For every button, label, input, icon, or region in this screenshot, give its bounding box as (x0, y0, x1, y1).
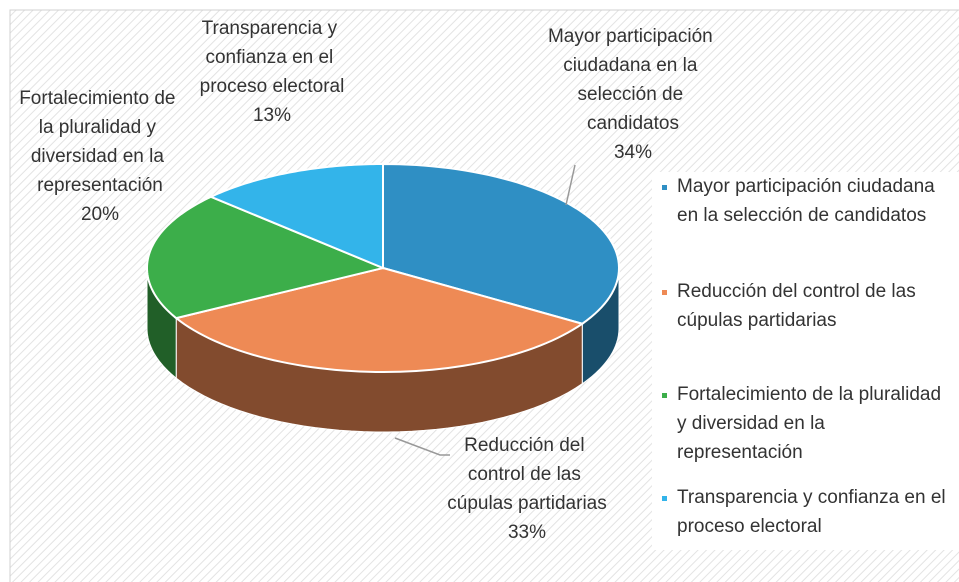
labels: Mayor participación ciudadana en la sele… (19, 18, 951, 543)
legend-label: Transparencia y confianza en el proceso … (677, 487, 951, 537)
leader-line (565, 164, 576, 206)
legend-box (652, 172, 959, 550)
legend-marker (662, 393, 667, 398)
data-label-name: Reducción del control de las cúpulas par… (447, 435, 606, 514)
slice (145, 195, 387, 320)
data-label-value: 20% (81, 204, 119, 225)
slice (208, 162, 384, 270)
data-label-name: Fortalecimiento de la pluralidad y diver… (19, 88, 181, 196)
leader-line (394, 437, 450, 456)
legend-label: Fortalecimiento de la pluralidad y diver… (677, 384, 946, 463)
legend-marker (662, 290, 667, 295)
data-label-name: Mayor participación ciudadana en la sele… (548, 26, 718, 134)
data-label-value: 34% (614, 142, 652, 163)
pie (145, 162, 620, 433)
data-label-value: 13% (253, 105, 291, 126)
data-label-value: 33% (508, 522, 546, 543)
legend-label: Mayor participación ciudadana en la sele… (677, 176, 940, 226)
legend-marker (662, 185, 667, 190)
data-label-name: Transparencia y confianza en el proceso … (200, 18, 345, 97)
legend-label: Reducción del control de las cúpulas par… (677, 281, 921, 331)
legend-marker (662, 496, 667, 501)
